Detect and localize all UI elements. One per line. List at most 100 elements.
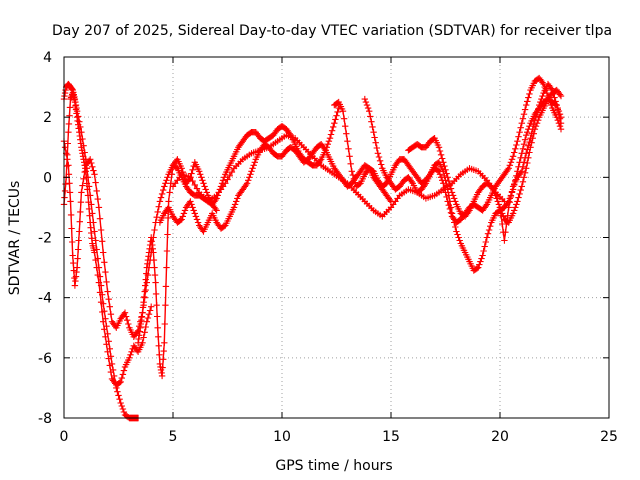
data-point: [194, 219, 202, 226]
data-point: [104, 288, 111, 295]
data-point: [66, 189, 74, 196]
data-point: [93, 187, 100, 195]
data-point: [179, 213, 186, 220]
data-point: [94, 271, 101, 279]
data-point: [473, 265, 481, 272]
data-point: [515, 133, 522, 140]
data-point: [321, 145, 328, 152]
data-point: [519, 178, 527, 185]
data-point: [523, 165, 530, 172]
data-point: [456, 237, 463, 244]
data-point: [517, 124, 524, 131]
data-point: [492, 192, 499, 199]
data-point: [163, 177, 170, 184]
data-point: [92, 237, 99, 244]
data-point: [77, 136, 84, 143]
data-point: [496, 204, 504, 211]
data-point: [92, 256, 99, 264]
data-point: [455, 234, 462, 241]
data-point: [493, 195, 500, 202]
data-point: [106, 303, 113, 310]
data-point: [66, 104, 74, 111]
data-point: [448, 189, 456, 196]
data-point: [443, 170, 450, 177]
data-point: [556, 123, 564, 130]
data-point: [326, 135, 334, 142]
data-point: [61, 187, 69, 195]
data-point: [95, 204, 103, 211]
data-point: [519, 163, 527, 170]
data-point: [371, 134, 378, 141]
data-point: [437, 151, 445, 158]
data-point: [513, 201, 520, 208]
data-point: [368, 118, 375, 125]
data-point: [505, 204, 512, 211]
data-point: [520, 174, 528, 181]
data-point: [481, 243, 488, 250]
data-point: [519, 145, 527, 152]
data-point: [339, 108, 347, 115]
data-point: [511, 207, 518, 214]
data-point: [503, 220, 510, 228]
data-point: [520, 141, 528, 148]
data-point: [157, 194, 165, 201]
data-point: [100, 249, 107, 256]
data-point: [516, 190, 523, 198]
data-point: [137, 320, 144, 328]
data-point: [485, 226, 493, 234]
data-point: [103, 278, 110, 286]
data-point: [126, 354, 133, 361]
data-point: [327, 131, 335, 138]
data-point: [557, 126, 565, 133]
data-point: [190, 207, 197, 214]
data-point: [342, 123, 349, 130]
data-point: [192, 213, 200, 220]
data-point: [139, 304, 147, 311]
y-axis-label: SDTVAR / TECUs: [7, 181, 23, 296]
data-point: [550, 90, 557, 98]
data-point: [476, 261, 483, 268]
data-point: [152, 290, 160, 298]
data-point: [497, 212, 505, 219]
data-point: [523, 101, 530, 109]
chart-title: Day 207 of 2025, Sidereal Day-to-day VTE…: [52, 23, 612, 39]
data-point: [521, 106, 529, 113]
data-point: [155, 203, 162, 210]
data-point: [61, 144, 69, 151]
data-point: [67, 211, 75, 219]
data-point: [99, 308, 106, 316]
data-point: [212, 196, 219, 204]
data-point: [369, 123, 376, 131]
data-point: [446, 181, 454, 189]
data-point: [162, 180, 169, 187]
data-point: [538, 95, 545, 103]
data-point: [142, 276, 149, 283]
data-point: [144, 314, 152, 322]
data-point: [159, 364, 166, 371]
data-point: [200, 180, 207, 187]
data-point: [233, 198, 240, 205]
x-tick-labels: 0 5 10 15 20 25: [60, 429, 618, 445]
y-tick-label: -2: [38, 231, 52, 247]
data-point: [181, 207, 189, 214]
data-point: [87, 224, 94, 231]
data-point: [91, 171, 98, 178]
data-point: [526, 138, 533, 146]
data-point: [441, 162, 448, 170]
data-point: [346, 153, 353, 160]
data-point: [530, 121, 537, 128]
data-point: [117, 399, 124, 407]
data-point: [465, 208, 472, 216]
data-point: [107, 368, 115, 376]
data-point: [251, 159, 258, 166]
data-point: [523, 150, 530, 157]
data-point: [525, 142, 532, 149]
data-point: [136, 332, 143, 339]
data-point: [188, 170, 195, 177]
data-point: [213, 207, 220, 214]
data-point: [189, 204, 196, 211]
data-point: [347, 160, 354, 167]
data-point: [95, 279, 103, 286]
data-point: [96, 215, 104, 222]
data-point: [114, 388, 121, 395]
